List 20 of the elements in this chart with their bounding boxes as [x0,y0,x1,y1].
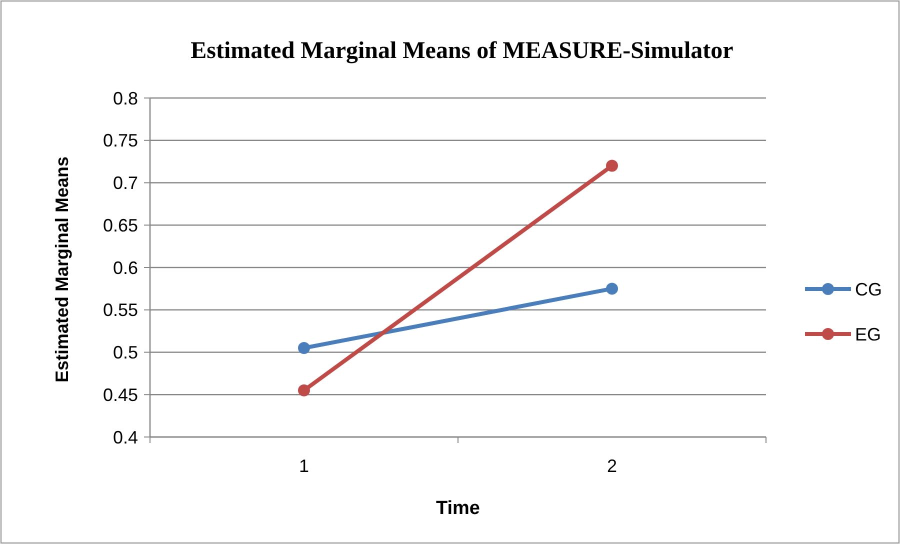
y-tick-label: 0.4 [112,427,138,448]
chart-title: Estimated Marginal Means of MEASURE-Simulator [190,38,734,64]
y-tick-label: 0.75 [102,130,138,151]
x-tick-label: 2 [606,456,618,476]
x-tick-label: 1 [298,456,310,476]
point [606,160,618,172]
y-tick-label: 0.7 [112,173,138,194]
point [298,342,310,354]
y-tick-label: 0.65 [102,215,138,236]
point [298,384,310,396]
y-tick-label: 0.8 [112,88,138,108]
y-tick-label: 0.5 [112,342,138,363]
legend-label: CG [855,279,882,300]
point [606,282,618,295]
y-tick-label: 0.55 [102,300,138,320]
y-tick-label: 0.6 [112,258,138,278]
y-axis-title: Estimated Marginal Means [52,156,72,383]
legend-label: EG [855,324,882,344]
x-axis-title: Time [436,498,480,519]
y-tick-label: 0.45 [102,384,138,405]
